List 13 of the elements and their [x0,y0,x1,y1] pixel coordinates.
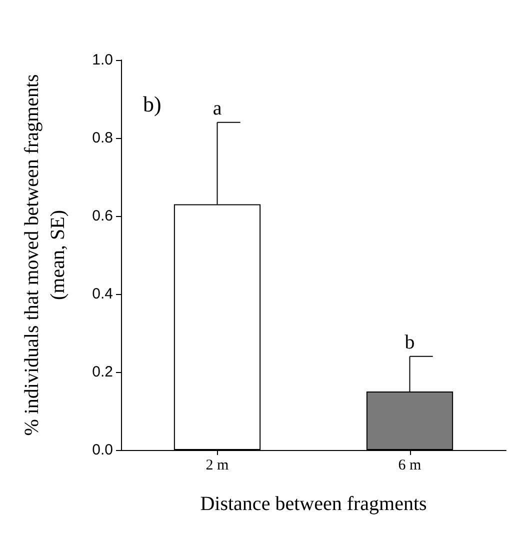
y-tick-label: 0.4 [92,286,113,302]
y-tick-label: 0.0 [92,442,113,458]
annotation: b [404,331,415,354]
y-tick-label: 0.8 [92,130,113,146]
y-tick-label: 0.2 [92,364,113,380]
y-tick-label: 1.0 [92,52,113,68]
y-tick-label: 0.6 [92,208,113,224]
y-axis-title: % individuals that moved between fragments (mean, SE) [21,74,69,436]
x-tick-label: 2 m [206,458,230,474]
annotation: b) [143,92,162,116]
annotation: a [212,97,222,120]
x-tick-label: 6 m [398,458,422,474]
x-axis-title: Distance between fragments [200,493,427,515]
